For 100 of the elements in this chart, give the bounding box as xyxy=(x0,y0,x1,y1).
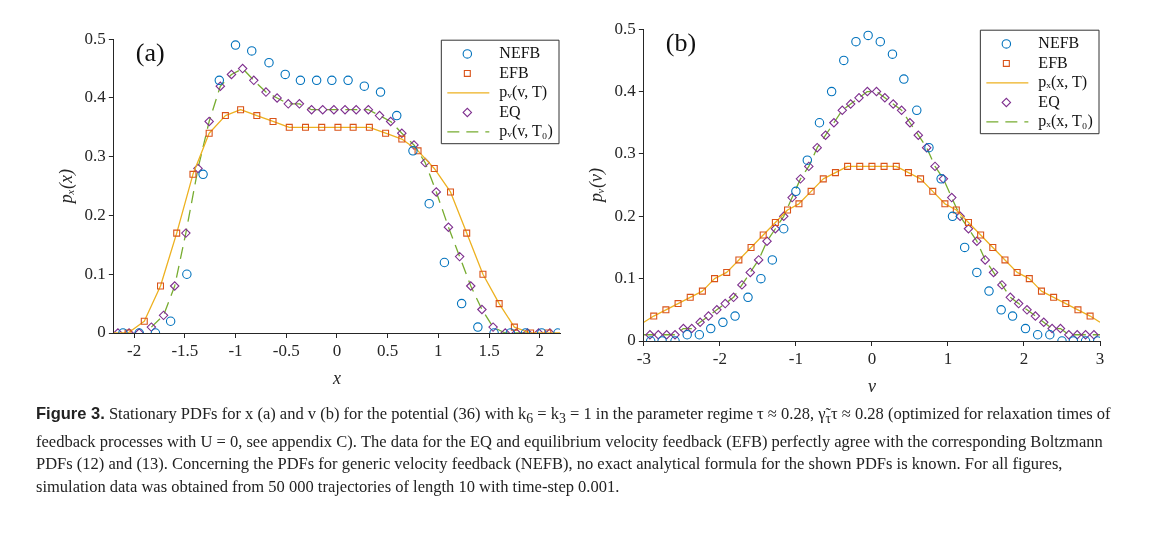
point xyxy=(1072,330,1082,340)
point xyxy=(318,123,326,131)
point xyxy=(674,300,682,308)
point xyxy=(723,268,731,276)
x-tick-label: -2 xyxy=(712,348,727,368)
point xyxy=(695,317,705,328)
point xyxy=(737,280,747,290)
point xyxy=(778,224,789,234)
point xyxy=(1086,312,1094,320)
point xyxy=(871,86,882,97)
point xyxy=(743,292,753,303)
point xyxy=(1055,323,1066,334)
point xyxy=(807,187,815,195)
text: Figure 3. Stationary PDFs for x (a) and v (b) for the potential (36) with k$_{6}$ = k$_{3}$ = 1 in the parameter regime τ ≈ 0.28, γ̃$_{τ}$τ ≈ 0.28 (optimized for relaxation times of feedback processes with U = 0, see appendix C). The data for the EQ and equilibrium velocity feedback (EFB) perfectly agree with the corresponding Boltzmann PDFs (12) and (13). Concerning the PDFs for generic velocity feedback (NEFB), no exact analytical formula for the shown PDFs is known. For all figures, simulation data was obtained from 50 000 trajectories of length 10 with time-step 0.001. xyxy=(36,404,1111,496)
point xyxy=(359,81,370,91)
point xyxy=(317,104,328,115)
x-tick-label: -2 xyxy=(127,340,142,360)
point xyxy=(694,330,705,340)
point xyxy=(253,112,261,120)
point xyxy=(771,219,779,227)
point xyxy=(189,170,197,178)
point xyxy=(397,128,407,138)
point xyxy=(237,106,245,114)
point xyxy=(409,140,419,150)
x-tick-label: 1 xyxy=(943,348,953,368)
point xyxy=(446,188,455,196)
point xyxy=(661,330,672,340)
point xyxy=(351,104,361,115)
point xyxy=(1025,275,1033,283)
point xyxy=(662,306,670,314)
point xyxy=(295,75,306,86)
annotation: (b) xyxy=(665,28,697,58)
point xyxy=(214,75,225,86)
point xyxy=(718,317,728,328)
point xyxy=(454,251,465,262)
point xyxy=(443,222,454,232)
point xyxy=(463,229,471,237)
point xyxy=(237,63,248,74)
point xyxy=(795,200,803,208)
point xyxy=(899,74,909,84)
point xyxy=(888,99,898,109)
point xyxy=(904,169,912,177)
point xyxy=(887,49,898,59)
point xyxy=(193,163,203,174)
y-tick-label: 0.1 xyxy=(614,268,636,288)
point xyxy=(819,175,827,183)
y-tick-label: 0.1 xyxy=(84,263,106,283)
point xyxy=(1074,306,1082,314)
point xyxy=(720,298,730,309)
legend-label: NEFB xyxy=(1038,34,1080,52)
x-tick-label: -0.5 xyxy=(272,340,300,360)
point xyxy=(1013,298,1024,309)
point xyxy=(728,292,739,303)
point xyxy=(996,305,1006,315)
point xyxy=(913,130,924,140)
point xyxy=(745,267,756,278)
point xyxy=(778,211,789,222)
point xyxy=(787,192,797,203)
point xyxy=(1001,256,1009,264)
legend-label: pᵥ(v, T) xyxy=(499,83,548,102)
point xyxy=(670,330,680,340)
point xyxy=(431,187,442,197)
point xyxy=(730,311,740,321)
point xyxy=(880,93,890,103)
point xyxy=(1030,311,1041,321)
point xyxy=(770,224,781,234)
point xyxy=(1007,311,1018,321)
point xyxy=(1080,330,1091,340)
point xyxy=(892,162,900,170)
point xyxy=(221,112,229,120)
point xyxy=(173,229,181,237)
y-tick-label: 0.3 xyxy=(84,146,106,166)
point xyxy=(831,169,839,177)
y-tick-label: 0.2 xyxy=(84,204,106,224)
point xyxy=(301,123,310,131)
point xyxy=(247,46,257,56)
legend-label: pₓ(x, T₀) xyxy=(1038,112,1093,131)
point xyxy=(795,174,806,184)
point xyxy=(984,286,994,296)
point xyxy=(430,164,438,172)
point xyxy=(829,117,839,128)
point xyxy=(959,242,970,253)
point xyxy=(311,75,322,86)
point xyxy=(264,57,274,68)
x-tick-label: 3 xyxy=(1095,348,1105,368)
y-tick-label: 0.4 xyxy=(614,81,637,101)
point xyxy=(972,267,982,278)
point xyxy=(1037,287,1045,295)
point xyxy=(653,330,664,340)
point xyxy=(862,86,873,97)
point xyxy=(814,117,825,128)
x-axis-title: x xyxy=(331,367,341,388)
point xyxy=(327,75,337,86)
point xyxy=(382,129,390,137)
point xyxy=(784,206,792,214)
point xyxy=(204,116,214,127)
point xyxy=(439,257,450,268)
point xyxy=(375,87,386,97)
x-tick-label: -1.5 xyxy=(171,340,199,360)
x-tick-label: 0 xyxy=(332,340,342,360)
